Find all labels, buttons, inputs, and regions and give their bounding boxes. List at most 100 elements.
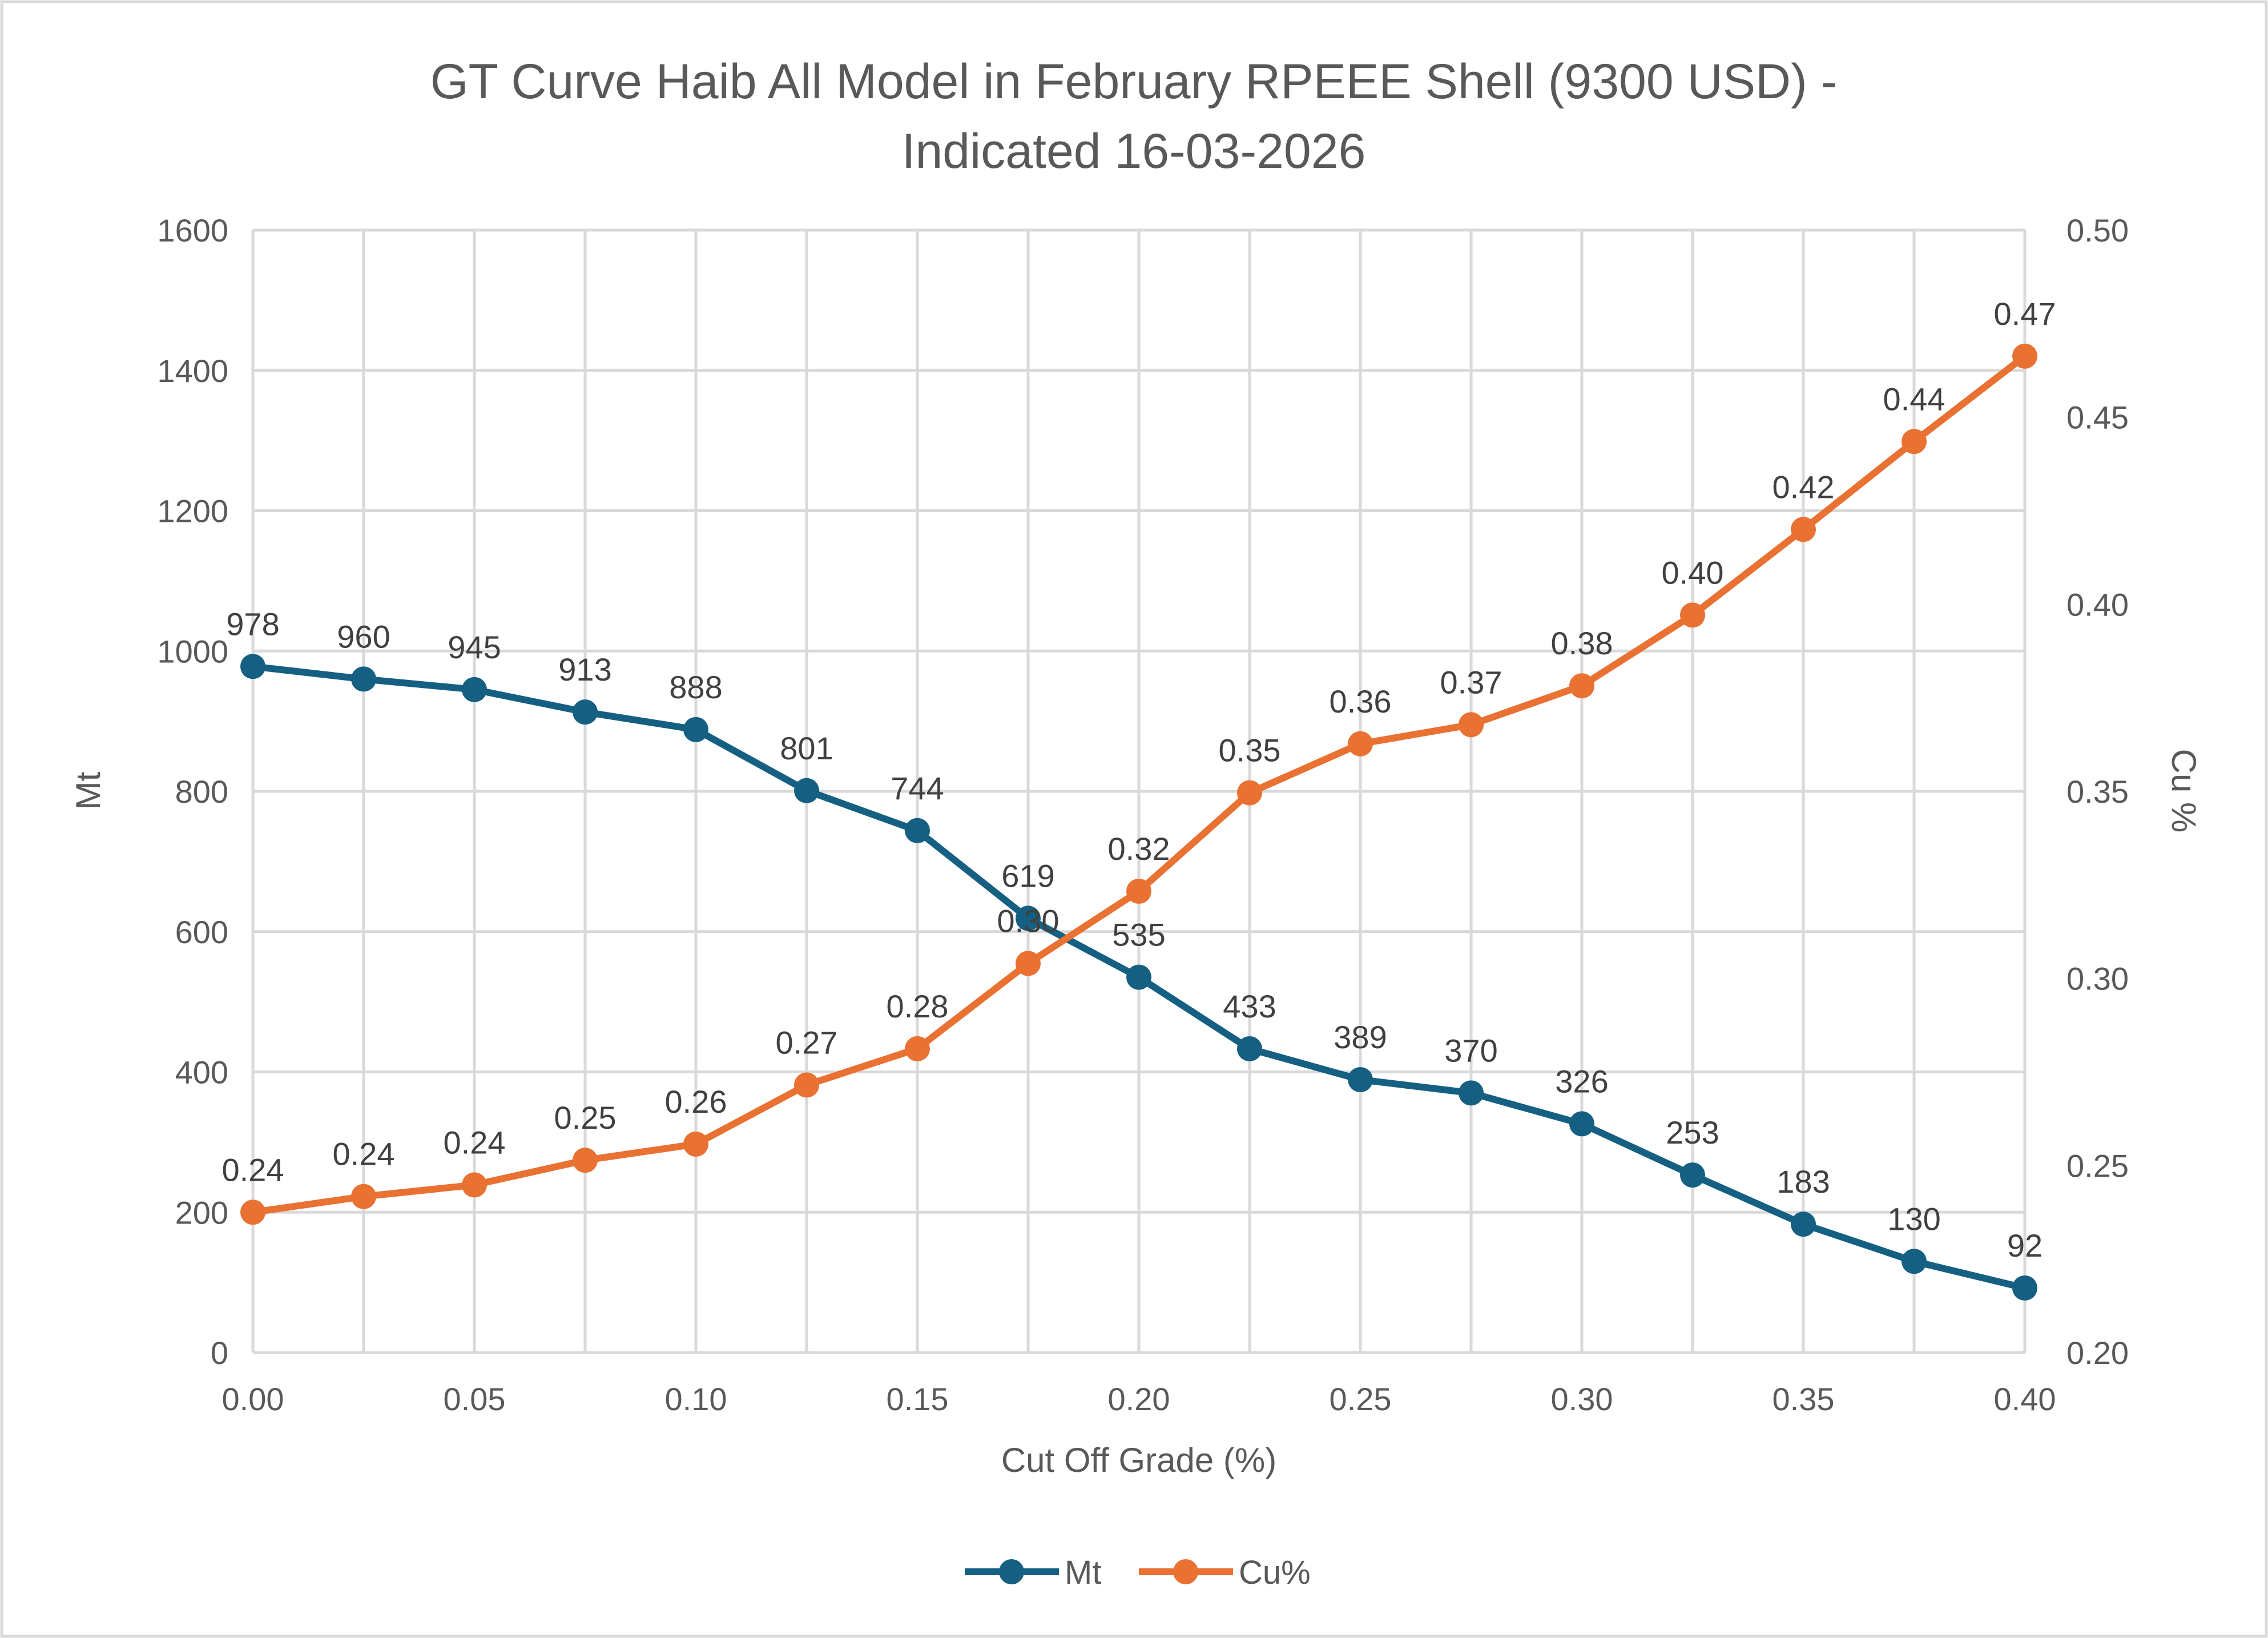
y-tick-label: 200 xyxy=(175,1194,228,1230)
y2-tick-label: 0.35 xyxy=(2066,774,2129,810)
y-tick-label: 1400 xyxy=(157,353,228,389)
y2-tick-label: 0.20 xyxy=(2066,1335,2129,1371)
data-label-cu-: 0.25 xyxy=(554,1100,617,1136)
y-axis-label: Mt xyxy=(69,771,107,810)
data-label-cu-: 0.35 xyxy=(1219,733,1281,768)
y2-tick-label: 0.50 xyxy=(2066,212,2129,248)
y-tick-label: 0 xyxy=(211,1335,228,1371)
data-label-cu-: 0.32 xyxy=(1108,831,1170,867)
data-labels: 978 960 945 913 888 801 744 619 535 433 389 370 326 2… xyxy=(222,296,2056,1263)
data-point-mt xyxy=(1237,1036,1262,1061)
data-point-cu- xyxy=(2012,343,2037,369)
axis-ticks: 0 200 400 600 800 1000 1200 1400 1600 0.20 0.25 0.3… xyxy=(157,212,2129,1417)
y2-tick-label: 0.40 xyxy=(2066,586,2129,622)
data-label-cu-: 0.24 xyxy=(333,1136,395,1172)
data-point-mt xyxy=(1016,905,1041,931)
data-point-cu- xyxy=(683,1131,708,1157)
legend-mt-label: Mt xyxy=(1065,1554,1101,1591)
data-label-mt: 433 xyxy=(1223,988,1276,1024)
data-label-mt: 801 xyxy=(780,730,833,766)
x-tick-label: 0.05 xyxy=(444,1381,506,1417)
data-point-mt xyxy=(1902,1249,1927,1274)
x-tick-label: 0.40 xyxy=(1994,1381,2056,1417)
data-point-cu- xyxy=(1902,429,1927,454)
data-label-cu-: 0.47 xyxy=(1994,296,2056,332)
data-point-mt xyxy=(794,778,819,803)
data-label-cu-: 0.30 xyxy=(997,903,1060,939)
data-label-mt: 253 xyxy=(1666,1114,1719,1150)
data-label-mt: 945 xyxy=(448,629,501,665)
chart-title-line1: GT Curve Haib All Model in February RPEE… xyxy=(430,54,1838,109)
data-label-cu-: 0.28 xyxy=(887,988,949,1024)
data-label-cu-: 0.24 xyxy=(444,1124,506,1160)
chart-title-line2: Indicated 16-03-2026 xyxy=(902,124,1366,179)
data-point-mt xyxy=(2012,1275,2037,1301)
data-point-cu- xyxy=(1459,712,1484,738)
data-label-mt: 92 xyxy=(2007,1228,2043,1263)
y2-tick-label: 0.45 xyxy=(2066,400,2129,436)
y2-tick-label: 0.25 xyxy=(2066,1148,2129,1184)
data-point-mt xyxy=(573,699,598,725)
x-tick-label: 0.25 xyxy=(1330,1381,1392,1417)
data-point-cu- xyxy=(1237,780,1262,806)
data-label-mt: 130 xyxy=(1887,1201,1940,1237)
y-tick-label: 800 xyxy=(175,774,228,810)
legend-mt-marker xyxy=(999,1559,1024,1584)
data-label-mt: 960 xyxy=(337,618,390,654)
data-point-cu- xyxy=(905,1036,930,1061)
data-label-cu-: 0.27 xyxy=(776,1024,838,1060)
data-point-cu- xyxy=(1680,602,1705,628)
data-label-cu-: 0.40 xyxy=(1662,554,1724,590)
x-tick-label: 0.00 xyxy=(222,1381,284,1417)
data-point-mt xyxy=(1126,964,1151,990)
data-label-mt: 913 xyxy=(558,651,611,687)
legend-cu-marker xyxy=(1173,1559,1198,1584)
data-point-cu- xyxy=(240,1200,265,1225)
data-point-cu- xyxy=(351,1184,376,1209)
data-point-cu- xyxy=(794,1072,819,1098)
data-point-cu- xyxy=(1126,878,1151,904)
y-tick-label: 600 xyxy=(175,914,228,950)
data-label-cu-: 0.42 xyxy=(1772,469,1835,505)
y2-tick-label: 0.30 xyxy=(2066,961,2129,997)
data-point-mt xyxy=(462,677,487,702)
data-point-cu- xyxy=(573,1148,598,1173)
data-point-cu- xyxy=(462,1172,487,1198)
data-point-mt xyxy=(240,654,265,679)
data-label-mt: 744 xyxy=(891,770,944,806)
data-label-mt: 888 xyxy=(669,669,722,705)
data-point-mt xyxy=(1680,1162,1705,1188)
y2-axis-label: Cu % xyxy=(2165,749,2203,833)
legend-cu-label: Cu% xyxy=(1239,1554,1311,1591)
x-tick-label: 0.10 xyxy=(665,1381,727,1417)
data-point-mt xyxy=(683,717,708,742)
data-label-mt: 978 xyxy=(226,606,279,642)
x-tick-label: 0.15 xyxy=(887,1381,949,1417)
data-label-mt: 619 xyxy=(1001,858,1054,894)
data-label-cu-: 0.24 xyxy=(222,1152,284,1188)
data-point-cu- xyxy=(1016,951,1041,976)
data-point-cu- xyxy=(1348,731,1373,756)
data-label-cu-: 0.26 xyxy=(665,1084,727,1120)
data-point-mt xyxy=(905,818,930,843)
data-label-mt: 535 xyxy=(1112,917,1165,953)
data-label-mt: 183 xyxy=(1776,1164,1830,1200)
data-label-mt: 326 xyxy=(1555,1063,1608,1099)
series-layer xyxy=(240,343,2037,1301)
data-point-mt xyxy=(1791,1212,1816,1237)
data-point-cu- xyxy=(1791,517,1816,542)
legend: Mt Cu% xyxy=(965,1554,1311,1591)
y-tick-label: 400 xyxy=(175,1055,228,1090)
data-label-mt: 370 xyxy=(1444,1032,1497,1068)
y-tick-label: 1000 xyxy=(157,633,228,669)
data-label-cu-: 0.44 xyxy=(1883,381,1945,417)
data-point-mt xyxy=(1459,1080,1484,1106)
data-point-mt xyxy=(1569,1111,1594,1137)
data-point-cu- xyxy=(1569,673,1594,699)
x-tick-label: 0.30 xyxy=(1551,1381,1613,1417)
data-point-mt xyxy=(1348,1067,1373,1093)
y-tick-label: 1600 xyxy=(157,212,228,248)
x-axis-label: Cut Off Grade (%) xyxy=(1001,1441,1276,1479)
